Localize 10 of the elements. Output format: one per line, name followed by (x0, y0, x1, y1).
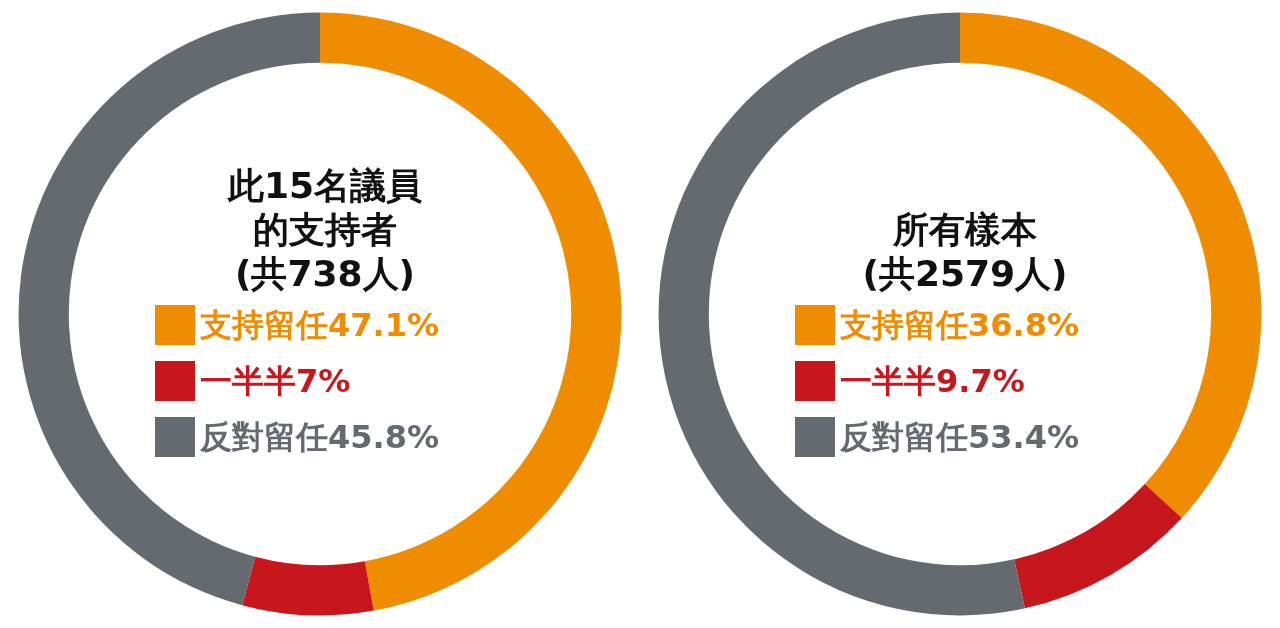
legend-label: 反對留任45.8% (199, 418, 440, 456)
legend-label: 反對留任53.4% (839, 418, 1080, 456)
text: (共2579人) (862, 252, 1068, 294)
text: 所有樣本 (892, 208, 1037, 250)
text: 此15名議員的支持者 (226, 164, 423, 250)
legend-label: 支持留任47.1% (199, 306, 440, 344)
text: (共738人) (234, 252, 416, 294)
legend-label: 一半半7% (200, 362, 351, 400)
legend-label: 一半半9.7% (840, 362, 1025, 400)
legend-label: 支持留任36.8% (839, 306, 1080, 344)
